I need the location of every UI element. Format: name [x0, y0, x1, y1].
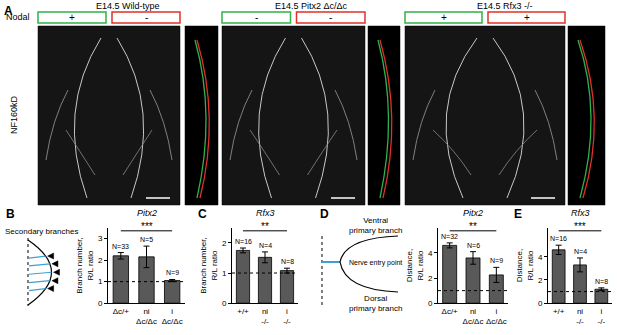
svg-text:Δc/+: Δc/+: [442, 307, 459, 316]
svg-text:Rfx3: Rfx3: [256, 208, 275, 218]
svg-text:N=8: N=8: [281, 258, 294, 265]
svg-text:2: 2: [538, 276, 543, 285]
svg-text:0: 0: [428, 299, 433, 308]
svg-text:E14.5 Pitx2 Δc/Δc: E14.5 Pitx2 Δc/Δc: [275, 1, 348, 11]
svg-text:2: 2: [222, 239, 227, 248]
svg-text:Dorsalprimary branch: Dorsalprimary branch: [349, 294, 402, 313]
svg-text:Nodal: Nodal: [6, 12, 30, 22]
svg-text:N=16: N=16: [235, 238, 252, 245]
svg-text:Branch number,R/L ratio: Branch number,R/L ratio: [199, 237, 218, 293]
svg-text:ni-/-: ni-/-: [576, 307, 584, 326]
svg-text:Rfx3: Rfx3: [571, 208, 590, 218]
svg-text:N=4: N=4: [259, 242, 272, 249]
svg-text:-: -: [329, 12, 332, 23]
svg-text:Distance,R/L ratio: Distance,R/L ratio: [515, 249, 534, 282]
svg-text:Ventralprimary branch: Ventralprimary branch: [349, 216, 402, 235]
svg-text:**: **: [261, 221, 269, 232]
svg-text:+/+: +/+: [237, 307, 249, 316]
svg-text:E14.5 Wild-type: E14.5 Wild-type: [96, 1, 160, 11]
svg-text:N=9: N=9: [166, 269, 179, 276]
svg-text:i-/-: i-/-: [598, 307, 606, 326]
svg-text:4: 4: [428, 249, 433, 258]
svg-text:niΔc/Δc: niΔc/Δc: [136, 307, 157, 326]
svg-text:Branch number,R/L ratio: Branch number,R/L ratio: [75, 237, 94, 293]
svg-text:N=16: N=16: [550, 235, 567, 242]
svg-text:0: 0: [222, 299, 227, 308]
svg-text:2: 2: [98, 256, 103, 265]
svg-text:0: 0: [538, 299, 543, 308]
svg-text:+: +: [69, 12, 75, 23]
svg-text:NF160kD: NF160kD: [9, 95, 19, 134]
svg-text:1: 1: [222, 269, 227, 278]
svg-text:E14.5 Rfx3 -/-: E14.5 Rfx3 -/-: [477, 1, 533, 11]
svg-text:0: 0: [98, 299, 103, 308]
svg-text:-: -: [255, 12, 258, 23]
svg-text:N=8: N=8: [595, 278, 608, 285]
svg-text:4: 4: [538, 253, 543, 262]
svg-text:E: E: [514, 207, 522, 221]
svg-text:N=33: N=33: [112, 243, 129, 250]
svg-text:iΔc/Δc: iΔc/Δc: [162, 307, 183, 326]
svg-text:**: **: [469, 221, 477, 232]
svg-text:i-/-: i-/-: [283, 307, 291, 326]
svg-text:Δc/+: Δc/+: [113, 307, 130, 316]
svg-text:D: D: [320, 207, 329, 221]
svg-text:***: ***: [574, 221, 586, 232]
svg-text:Pitx2: Pitx2: [137, 208, 157, 218]
svg-text:N=5: N=5: [140, 236, 153, 243]
svg-text:1: 1: [98, 277, 103, 286]
svg-text:N=4: N=4: [574, 248, 587, 255]
svg-text:N=6: N=6: [467, 242, 480, 249]
svg-text:A: A: [4, 4, 13, 18]
svg-text:***: ***: [141, 221, 153, 232]
svg-text:C: C: [198, 207, 207, 221]
svg-text:iΔc/Δc: iΔc/Δc: [486, 307, 507, 326]
svg-text:+: +: [441, 12, 447, 23]
svg-text:Pitx2: Pitx2: [463, 208, 483, 218]
svg-text:3: 3: [98, 234, 103, 243]
svg-text:2: 2: [428, 274, 433, 283]
svg-text:B: B: [6, 207, 15, 221]
svg-text:Nerve entry point: Nerve entry point: [349, 259, 402, 267]
svg-text:+: +: [524, 12, 530, 23]
svg-text:niΔc/Δc: niΔc/Δc: [463, 307, 484, 326]
svg-text:Secondary branches: Secondary branches: [5, 227, 78, 236]
svg-text:N=32: N=32: [441, 233, 458, 240]
svg-text:ni-/-: ni-/-: [261, 307, 269, 326]
svg-text:Distance,R/L ratio: Distance,R/L ratio: [405, 249, 424, 282]
svg-text:-: -: [145, 12, 148, 23]
svg-text:N=9: N=9: [490, 257, 503, 264]
svg-text:+/+: +/+: [553, 307, 565, 316]
